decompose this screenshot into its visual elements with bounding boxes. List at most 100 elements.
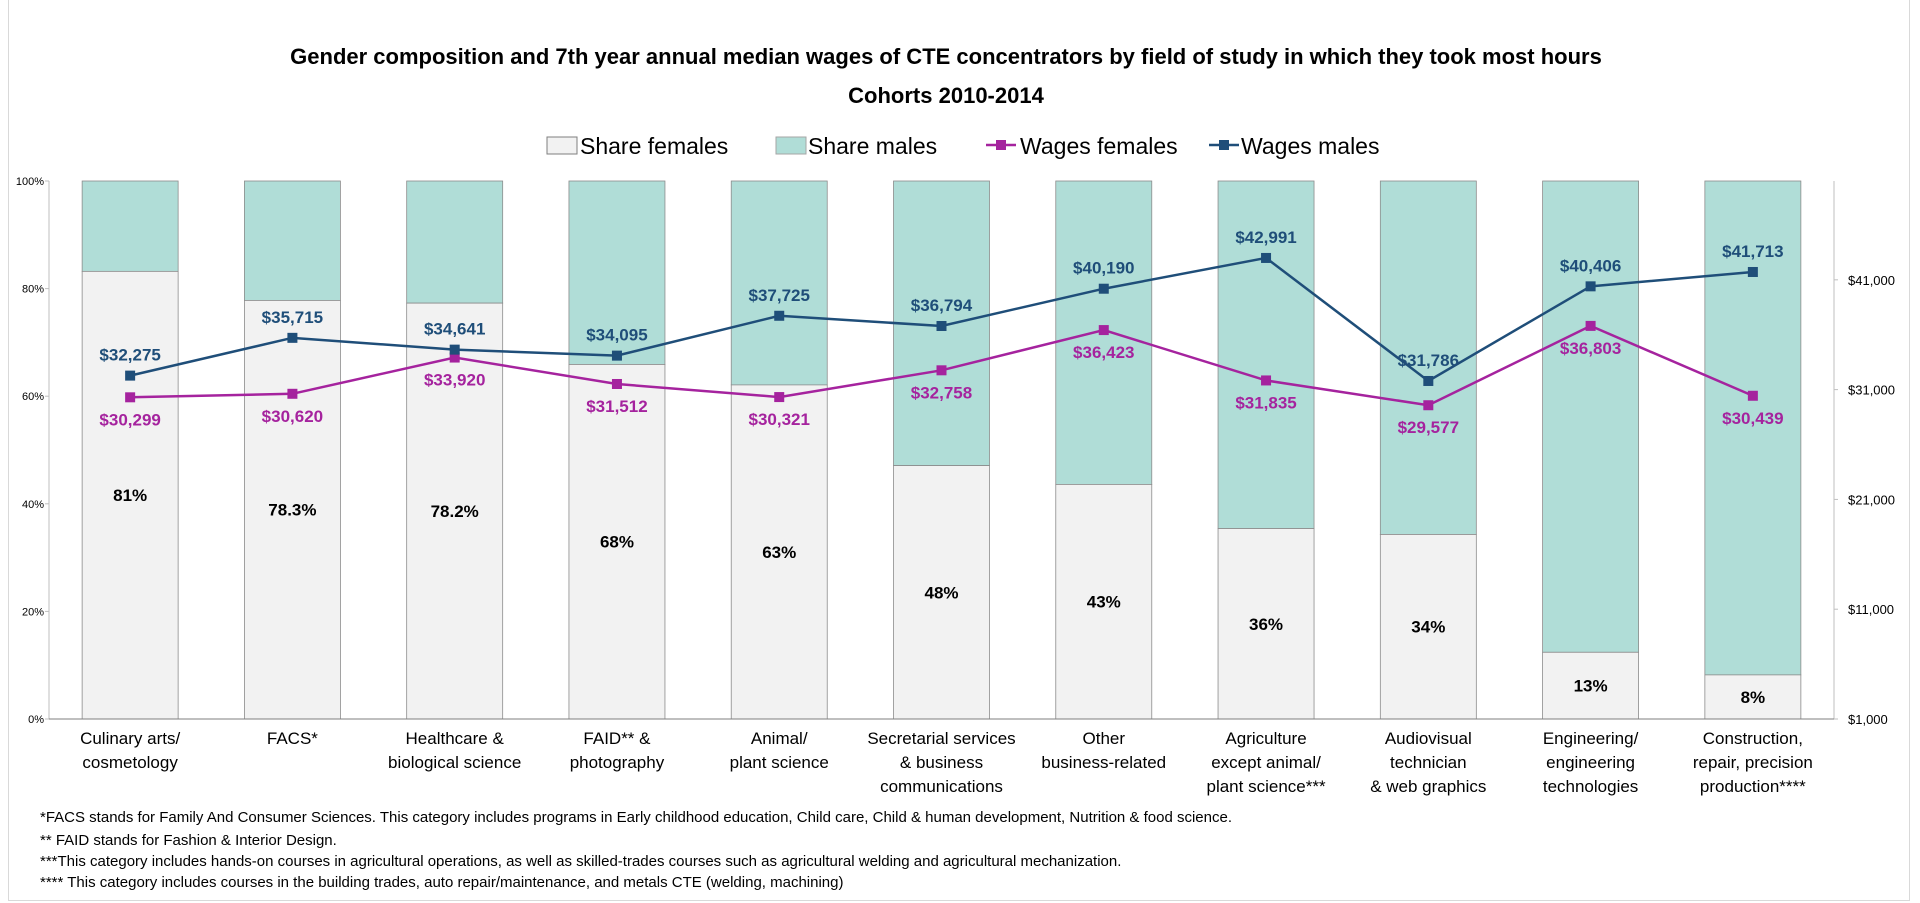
wages-males-label: $35,715	[262, 308, 323, 327]
wages-males-label: $34,641	[424, 320, 485, 339]
footnotes: *FACS stands for Family And Consumer Sci…	[40, 809, 1232, 891]
share-females-label: 78.2%	[431, 502, 479, 521]
legend-label-wages-females: Wages females	[1020, 133, 1178, 159]
wages-males-label: $41,713	[1722, 242, 1783, 261]
left-tick-label: 0%	[28, 714, 44, 726]
category-label: communications	[880, 777, 1003, 796]
wages-males-label: $42,991	[1235, 228, 1296, 247]
wages-males-label: $34,095	[586, 326, 647, 345]
wages-females-label: $36,423	[1073, 343, 1134, 362]
wages-females-label: $36,803	[1560, 339, 1621, 358]
bars	[81, 180, 1802, 720]
category-label: production****	[1700, 777, 1806, 796]
wages-females-point	[1098, 325, 1109, 336]
category-label: technician	[1390, 753, 1467, 772]
right-tick-label: $11,000	[1848, 602, 1894, 617]
legend-marker-wages-females	[996, 140, 1006, 150]
category-label: & business	[900, 753, 983, 772]
wages-females-label: $33,920	[424, 371, 485, 390]
legend-swatch-share-males	[775, 136, 807, 155]
wages-males-point	[774, 310, 785, 321]
category-label: cosmetology	[82, 753, 178, 772]
left-tick-label: 80%	[22, 284, 44, 296]
bar-share-females	[244, 300, 341, 720]
share-females-label: 81%	[113, 486, 147, 505]
legend-label-share-females: Share females	[580, 133, 728, 159]
share-females-label: 78.3%	[268, 501, 316, 520]
wages-males-point	[1585, 281, 1596, 292]
category-label: except animal/	[1211, 753, 1321, 772]
category-label: Secretarial services	[867, 729, 1015, 748]
category-label: plant science	[730, 753, 829, 772]
wages-males-label: $40,406	[1560, 256, 1621, 275]
wages-males-point	[449, 344, 460, 355]
wages-females-label: $32,758	[911, 383, 972, 402]
wages-males-point	[1423, 375, 1434, 386]
wages-females-point	[1585, 320, 1596, 331]
wages-females-label: $31,835	[1235, 393, 1296, 412]
bar-share-females	[893, 465, 990, 720]
wages-males-point	[1261, 252, 1272, 263]
bar-share-females	[1542, 651, 1639, 720]
bar-share-males	[406, 180, 504, 304]
bar-share-males	[568, 180, 666, 365]
wages-males-point	[1747, 266, 1758, 277]
left-tick-label: 40%	[22, 499, 44, 511]
category-label: Animal/	[751, 729, 808, 748]
bar-share-males	[730, 180, 828, 386]
category-label: business-related	[1041, 753, 1166, 772]
bar-share-males	[244, 180, 341, 301]
share-females-label: 68%	[600, 533, 634, 552]
left-tick-label: 60%	[22, 391, 44, 403]
wages-females-label: $31,512	[586, 397, 647, 416]
share-females-label: 48%	[924, 583, 958, 602]
category-label: FAID** &	[583, 729, 651, 748]
axes: 0% 20% 40% 60% 80% 100% $1,000 $11,000 $21,000 $3…	[16, 176, 1895, 796]
category-label: Agriculture	[1225, 729, 1306, 748]
wages-females-label: $30,321	[749, 410, 810, 429]
wages-females-label: $29,577	[1398, 418, 1459, 437]
category-label: biological science	[388, 753, 521, 772]
bar-share-females	[1379, 534, 1477, 720]
bar-share-males	[81, 180, 179, 272]
wages-males-point	[611, 350, 622, 361]
category-label: Audiovisual	[1385, 729, 1472, 748]
legend-label-share-males: Share males	[808, 133, 937, 159]
wages-males-point	[1098, 283, 1109, 294]
category-label: Healthcare &	[406, 729, 505, 748]
share-females-label: 43%	[1087, 593, 1121, 612]
wages-females-point	[125, 392, 136, 403]
right-tick-label: $1,000	[1848, 712, 1888, 727]
wages-males-point	[287, 332, 298, 343]
bar-share-females	[406, 302, 504, 720]
chart-subtitle: Cohorts 2010-2014	[848, 83, 1044, 108]
left-tick-label: 20%	[22, 606, 44, 618]
wages-males-label: $40,190	[1073, 259, 1134, 278]
wages-females-label: $30,620	[262, 407, 323, 426]
wages-females-point	[449, 352, 460, 363]
bar-share-females	[1055, 484, 1153, 720]
footnote-2: ** FAID stands for Fashion & Interior De…	[40, 832, 337, 849]
category-label: & web graphics	[1370, 777, 1486, 796]
legend-marker-wages-males	[1219, 140, 1229, 150]
bar-share-females	[81, 270, 179, 720]
category-label: repair, precision	[1693, 753, 1813, 772]
wages-females-point	[1423, 400, 1434, 411]
category-label: Other	[1083, 729, 1126, 748]
share-females-label: 34%	[1411, 618, 1445, 637]
category-label: engineering	[1546, 753, 1635, 772]
bar-share-males	[1704, 180, 1802, 676]
share-females-label: 63%	[762, 543, 796, 562]
wages-females-label: $30,299	[99, 410, 160, 429]
wages-males-label: $31,786	[1398, 351, 1459, 370]
legend: Share females Share males Wages females …	[546, 133, 1379, 159]
wages-males-label: $37,725	[749, 286, 810, 305]
share-females-label: 13%	[1574, 677, 1608, 696]
right-tick-label: $41,000	[1848, 273, 1895, 288]
chart-title: Gender composition and 7th year annual m…	[290, 44, 1602, 69]
chart-frame	[8, 0, 1910, 901]
wages-males-label: $36,794	[911, 296, 973, 315]
footnote-4: **** This category includes courses in t…	[40, 874, 843, 891]
share-females-label: 8%	[1741, 688, 1766, 707]
